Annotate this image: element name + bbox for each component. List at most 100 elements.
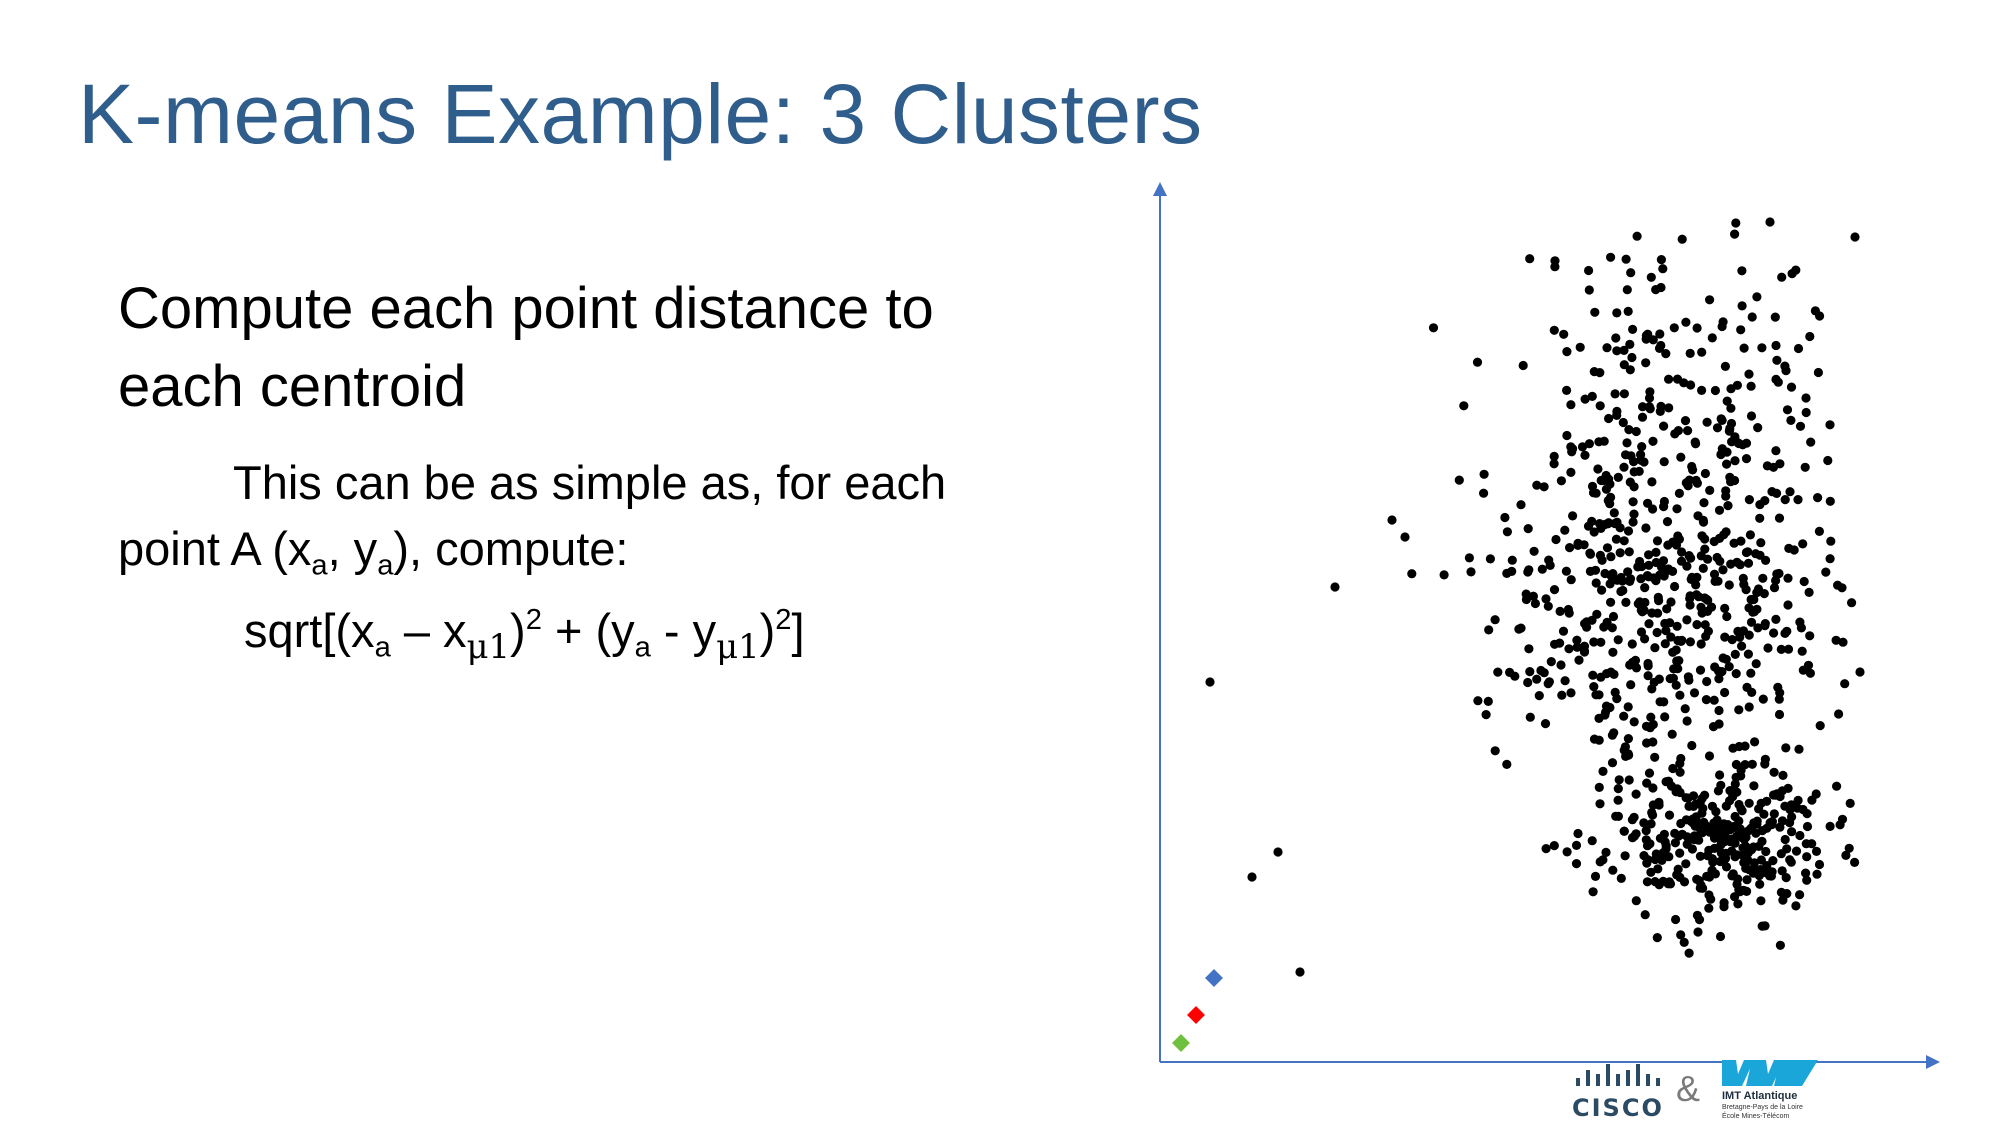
data-point bbox=[1752, 604, 1762, 614]
data-point bbox=[1694, 915, 1705, 925]
data-point bbox=[1615, 548, 1625, 558]
cisco-logo-text: CISCO bbox=[1572, 1094, 1664, 1122]
data-point bbox=[1605, 579, 1615, 589]
data-point bbox=[1672, 784, 1682, 794]
data-point bbox=[1612, 694, 1622, 704]
data-point bbox=[1737, 301, 1747, 311]
data-point bbox=[1605, 499, 1615, 509]
data-point bbox=[1490, 746, 1500, 756]
data-point bbox=[1550, 262, 1560, 272]
data-point bbox=[1588, 488, 1599, 498]
data-point bbox=[1811, 846, 1822, 857]
data-point bbox=[1801, 839, 1811, 849]
data-point bbox=[1543, 679, 1553, 689]
data-point bbox=[1479, 488, 1489, 498]
data-point bbox=[1707, 333, 1717, 343]
data-point bbox=[1683, 672, 1693, 682]
data-point bbox=[1387, 515, 1397, 525]
data-point bbox=[1826, 536, 1836, 546]
data-point bbox=[1664, 403, 1674, 413]
data-point bbox=[1697, 608, 1707, 618]
data-point bbox=[1841, 850, 1851, 861]
data-point bbox=[1698, 517, 1709, 527]
cisco-bars-icon bbox=[1576, 1064, 1660, 1086]
data-point bbox=[1539, 482, 1549, 492]
data-point bbox=[1710, 385, 1720, 396]
data-point bbox=[1516, 623, 1526, 633]
data-point bbox=[1783, 600, 1793, 610]
distance-formula: sqrt[(xa – xμ1)2 + (ya - yμ1)2] bbox=[244, 598, 1018, 664]
data-point bbox=[1561, 566, 1571, 576]
data-point bbox=[1751, 659, 1761, 669]
data-point bbox=[1774, 513, 1785, 523]
data-point bbox=[1772, 488, 1782, 498]
data-point bbox=[1662, 604, 1672, 614]
data-point bbox=[1540, 719, 1551, 729]
data-point bbox=[1748, 868, 1758, 878]
data-point bbox=[1777, 816, 1788, 826]
data-point bbox=[1560, 676, 1570, 686]
data-point bbox=[1473, 696, 1483, 706]
data-point bbox=[1532, 480, 1542, 490]
data-point bbox=[1588, 887, 1598, 897]
data-point bbox=[1746, 381, 1756, 391]
data-point bbox=[1651, 557, 1661, 568]
data-point bbox=[1585, 548, 1595, 558]
data-point bbox=[1715, 556, 1725, 566]
data-point bbox=[1625, 339, 1635, 349]
data-point bbox=[1629, 509, 1639, 519]
data-point bbox=[1466, 567, 1476, 577]
data-point bbox=[1612, 410, 1622, 420]
data-point bbox=[1588, 670, 1598, 680]
data-point bbox=[1778, 895, 1788, 905]
data-point bbox=[1674, 488, 1684, 498]
data-point bbox=[1802, 821, 1813, 832]
data-point bbox=[1793, 495, 1803, 505]
data-point bbox=[1753, 623, 1763, 633]
data-point bbox=[1716, 840, 1726, 850]
data-point bbox=[1720, 632, 1730, 642]
data-point bbox=[1673, 531, 1683, 541]
data-point bbox=[1591, 578, 1601, 588]
data-point bbox=[1753, 584, 1764, 594]
data-point bbox=[1584, 285, 1594, 295]
data-point bbox=[1562, 847, 1572, 857]
data-point bbox=[1783, 573, 1793, 583]
data-point bbox=[1704, 751, 1715, 761]
data-point bbox=[1718, 832, 1728, 842]
data-point bbox=[1611, 811, 1621, 821]
data-point bbox=[1737, 641, 1747, 651]
formula-part: – x bbox=[390, 604, 467, 657]
data-point bbox=[1652, 933, 1662, 943]
data-point bbox=[1716, 848, 1726, 858]
data-point bbox=[1525, 254, 1535, 264]
data-point bbox=[1719, 898, 1729, 908]
data-point bbox=[1580, 394, 1590, 404]
data-point bbox=[1727, 635, 1737, 645]
data-point bbox=[1644, 768, 1655, 778]
data-point bbox=[1638, 402, 1648, 412]
data-point bbox=[1659, 457, 1669, 467]
data-point bbox=[1758, 694, 1768, 704]
data-point bbox=[1775, 940, 1785, 950]
formula-subscript-mu: μ1 bbox=[466, 626, 511, 666]
data-point bbox=[1833, 580, 1843, 590]
data-point bbox=[1684, 551, 1694, 561]
data-point bbox=[1760, 621, 1770, 631]
data-point bbox=[1618, 417, 1628, 428]
data-point bbox=[1762, 861, 1772, 871]
data-point bbox=[1722, 447, 1732, 457]
data-point bbox=[1619, 389, 1629, 399]
data-point bbox=[1750, 737, 1760, 747]
data-point bbox=[1787, 269, 1797, 279]
formula-part: ] bbox=[791, 604, 805, 657]
slide-title: K-means Example: 3 Clusters bbox=[78, 67, 1203, 161]
data-point bbox=[1623, 734, 1633, 744]
data-point bbox=[1612, 308, 1622, 318]
data-point bbox=[1786, 803, 1796, 813]
data-point bbox=[1664, 374, 1674, 384]
data-point bbox=[1572, 635, 1582, 645]
data-point bbox=[1528, 591, 1538, 601]
data-point bbox=[1683, 426, 1693, 436]
